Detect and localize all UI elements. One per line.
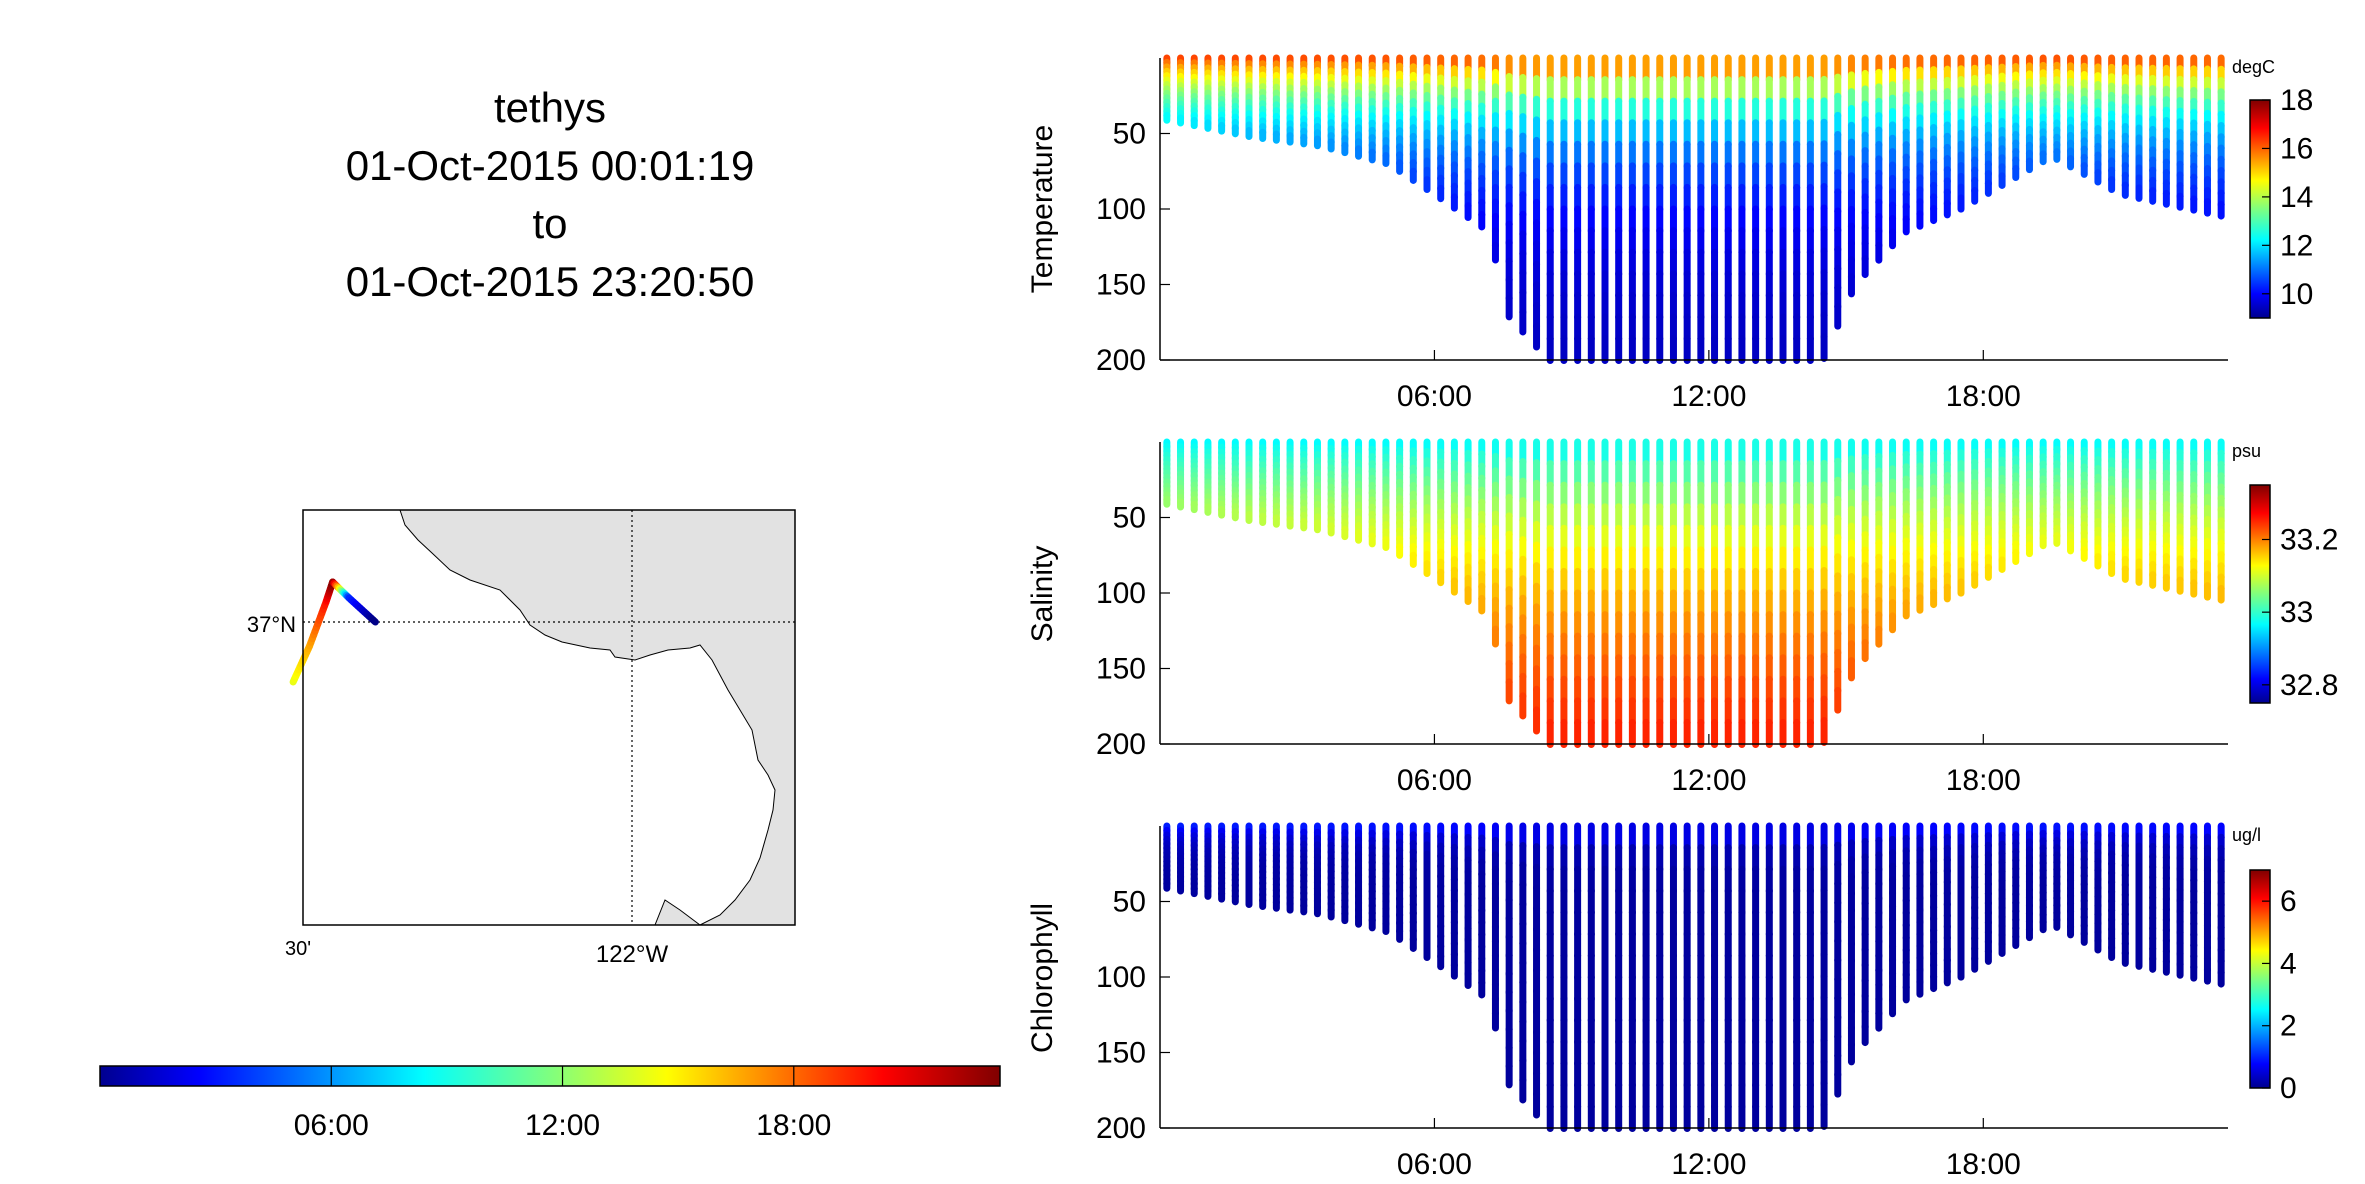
time-colorbar-ticks: 06:00 12:00 18:00	[294, 1066, 831, 1142]
chlorophyll-ylabel: Chlorophyll	[1026, 903, 1059, 1053]
chlorophyll-data	[1163, 822, 2225, 1132]
x-tick-label: 18:00	[1946, 1148, 2021, 1181]
time-colorbar-tick-label: 12:00	[525, 1109, 600, 1142]
x-tick-label: 18:00	[1946, 380, 2021, 413]
colorbar-tick-label: 12	[2280, 229, 2313, 262]
chlorophyll-ticks: 50 100 150 200 06:00 12:00 18:00	[1096, 886, 2021, 1182]
y-tick-label: 50	[1113, 886, 1146, 919]
y-tick-label: 50	[1113, 118, 1146, 151]
colorbar-tick-label: 32.8	[2280, 669, 2338, 702]
x-tick-label: 12:00	[1671, 380, 1746, 413]
chlorophyll-colorbar	[2249, 869, 2271, 1089]
y-tick-label: 200	[1096, 728, 1146, 761]
temperature-colorbar-ticks: 18 16 14 12 10	[2262, 84, 2313, 311]
y-tick-label: 200	[1096, 344, 1146, 377]
salinity-ylabel: Salinity	[1026, 546, 1059, 643]
salinity-unit: psu	[2232, 441, 2261, 461]
y-tick-label: 100	[1096, 961, 1146, 994]
lat-label: 37°N	[247, 612, 296, 637]
lon-label-left: 30'	[285, 938, 311, 960]
temperature-ylabel: Temperature	[1026, 125, 1059, 293]
chlorophyll-colorbar-ticks: 6 4 2 0	[2262, 885, 2297, 1105]
y-tick-label: 100	[1096, 577, 1146, 610]
time-colorbar-gradient	[99, 1065, 1001, 1087]
colorbar-tick-label: 33.2	[2280, 524, 2338, 557]
start-time: 01-Oct-2015 00:01:19	[345, 142, 755, 189]
colorbar-tick-label: 33	[2280, 596, 2313, 629]
colorbar-tick-label: 0	[2280, 1072, 2297, 1105]
colorbar-tick-label: 16	[2280, 132, 2313, 165]
map-frame	[302, 509, 796, 926]
salinity-ticks: 50 100 150 200 06:00 12:00 18:00	[1096, 502, 2021, 798]
y-tick-label: 50	[1113, 502, 1146, 535]
colorbar-tick-label: 10	[2280, 278, 2313, 311]
temperature-ticks: 50 100 150 200 06:00 12:00 18:00	[1096, 118, 2021, 414]
salinity-colorbar-ticks: 33.2 33 32.8	[2262, 524, 2338, 702]
temperature-panel: 50 100 150 200 06:00 12:00 18:00 Temperature d…	[1026, 54, 2313, 414]
colorbar-tick-label: 6	[2280, 885, 2297, 918]
lon-label-right: 122°W	[596, 941, 669, 968]
salinity-colorbar	[2249, 484, 2271, 704]
temperature-colorbar	[2249, 99, 2271, 319]
x-tick-label: 18:00	[1946, 764, 2021, 797]
x-tick-label: 06:00	[1397, 764, 1472, 797]
x-tick-label: 12:00	[1671, 764, 1746, 797]
time-colorbar-tick-label: 06:00	[294, 1109, 369, 1142]
colorbar-tick-label: 14	[2280, 181, 2313, 214]
temperature-data	[1163, 54, 2225, 364]
y-tick-label: 200	[1096, 1112, 1146, 1145]
x-tick-label: 06:00	[1397, 1148, 1472, 1181]
x-tick-label: 12:00	[1671, 1148, 1746, 1181]
y-tick-label: 100	[1096, 193, 1146, 226]
vehicle-name: tethys	[493, 84, 607, 131]
y-tick-label: 150	[1096, 1037, 1146, 1070]
colorbar-tick-label: 4	[2280, 947, 2297, 980]
track-map: 37°N 30' 122°W	[247, 509, 796, 968]
colorbar-tick-label: 18	[2280, 84, 2313, 117]
track-segment	[369, 616, 379, 626]
time-colorbar-tick-label: 18:00	[756, 1109, 831, 1142]
y-tick-label: 150	[1096, 653, 1146, 686]
y-tick-label: 150	[1096, 269, 1146, 302]
temperature-unit: degC	[2232, 57, 2275, 77]
colorbar-tick-label: 2	[2280, 1010, 2297, 1043]
time-colorbar: 06:00 12:00 18:00	[99, 1065, 1001, 1142]
chlorophyll-unit: ug/l	[2232, 825, 2261, 845]
map-land	[399, 510, 795, 925]
end-time: 01-Oct-2015 23:20:50	[345, 258, 755, 305]
salinity-data	[1163, 438, 2225, 748]
chlorophyll-panel: 50 100 150 200 06:00 12:00 18:00 Chlorophyll u…	[1026, 822, 2297, 1182]
x-tick-label: 06:00	[1397, 380, 1472, 413]
time-separator: to	[532, 200, 568, 247]
